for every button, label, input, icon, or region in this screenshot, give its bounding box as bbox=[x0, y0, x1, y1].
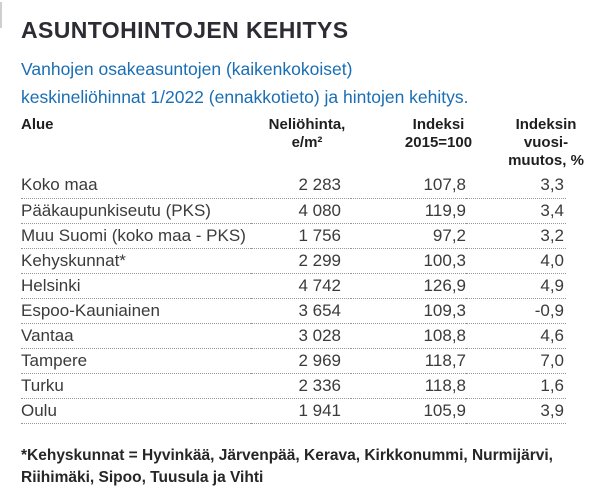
cell-price: 1 941 bbox=[251, 398, 351, 424]
cell-change: 1,6 bbox=[466, 373, 566, 399]
table-body: Koko maa 2 283 107,8 3,3 Pääkaupunkiseut… bbox=[21, 173, 566, 424]
cell-price: 3 654 bbox=[251, 298, 351, 324]
cell-area: Helsinki bbox=[21, 273, 251, 299]
table-row: Vantaa 3 028 108,8 4,6 bbox=[21, 323, 566, 349]
column-header-area: Alue bbox=[21, 116, 251, 173]
table-row: Espoo-Kauniainen 3 654 109,3 -0,9 bbox=[21, 298, 566, 324]
cell-price: 2 969 bbox=[251, 348, 351, 374]
cell-change: 4,9 bbox=[466, 273, 566, 299]
cell-price: 3 028 bbox=[251, 323, 351, 349]
cell-index: 107,8 bbox=[351, 173, 466, 199]
cell-price: 4 080 bbox=[251, 198, 351, 224]
cell-area: Muu Suomi (koko maa - PKS) bbox=[21, 223, 251, 249]
cell-change: 4,0 bbox=[466, 248, 566, 274]
cell-change: -0,9 bbox=[466, 298, 566, 324]
cell-price: 2 299 bbox=[251, 248, 351, 274]
table-row: Kehyskunnat* 2 299 100,3 4,0 bbox=[21, 248, 566, 274]
column-header-change-label: Indeksin vuosi- muutos, % bbox=[508, 116, 584, 169]
cell-change: 3,4 bbox=[466, 198, 566, 224]
table-row: Muu Suomi (koko maa - PKS) 1 756 97,2 3,… bbox=[21, 223, 566, 249]
table-row: Koko maa 2 283 107,8 3,3 bbox=[21, 173, 566, 199]
cell-change: 3,2 bbox=[466, 223, 566, 249]
cell-area: Oulu bbox=[21, 398, 251, 424]
table-row: Turku 2 336 118,8 1,6 bbox=[21, 373, 566, 399]
cell-change: 4,6 bbox=[466, 323, 566, 349]
cell-index: 119,9 bbox=[351, 198, 466, 224]
cell-price: 2 336 bbox=[251, 373, 351, 399]
cell-area: Espoo-Kauniainen bbox=[21, 298, 251, 324]
cell-price: 4 742 bbox=[251, 273, 351, 299]
cell-area: Vantaa bbox=[21, 323, 251, 349]
table-row: Oulu 1 941 105,9 3,9 bbox=[21, 398, 566, 424]
table-header: Alue Neliöhinta, e/m² Indeksi 2015=100 I… bbox=[21, 116, 584, 173]
cell-price: 1 756 bbox=[251, 223, 351, 249]
cell-price: 2 283 bbox=[251, 173, 351, 199]
column-header-change: Indeksin vuosi- muutos, % bbox=[466, 116, 584, 173]
page-subtitle: Vanhojen osakeasuntojen (kaikenkokoiset)… bbox=[21, 59, 469, 107]
column-header-index-label: Indeksi 2015=100 bbox=[404, 116, 473, 151]
cell-index: 100,3 bbox=[351, 248, 466, 274]
cell-index: 97,2 bbox=[351, 223, 466, 249]
column-header-price-label: Neliöhinta, e/m² bbox=[268, 116, 346, 151]
cell-area: Tampere bbox=[21, 348, 251, 374]
cell-area: Kehyskunnat* bbox=[21, 248, 251, 274]
table-header-row: Alue Neliöhinta, e/m² Indeksi 2015=100 I… bbox=[21, 116, 584, 173]
page-title: ASUNTOHINTOJEN KEHITYS bbox=[21, 17, 349, 43]
page-edge-mark bbox=[0, 2, 2, 28]
cell-area: Turku bbox=[21, 373, 251, 399]
cell-change: 7,0 bbox=[466, 348, 566, 374]
column-header-area-label: Alue bbox=[21, 116, 54, 133]
housing-price-table: Alue Neliöhinta, e/m² Indeksi 2015=100 I… bbox=[21, 116, 584, 424]
cell-index: 109,3 bbox=[351, 298, 466, 324]
cell-index: 108,8 bbox=[351, 323, 466, 349]
cell-index: 118,8 bbox=[351, 373, 466, 399]
cell-area: Koko maa bbox=[21, 173, 251, 199]
table-row: Pääkaupunkiseutu (PKS) 4 080 119,9 3,4 bbox=[21, 198, 566, 224]
column-header-index: Indeksi 2015=100 bbox=[351, 116, 472, 173]
cell-change: 3,3 bbox=[466, 173, 566, 199]
cell-index: 118,7 bbox=[351, 348, 466, 374]
cell-area: Pääkaupunkiseutu (PKS) bbox=[21, 198, 251, 224]
cell-change: 3,9 bbox=[466, 398, 566, 424]
table-row: Tampere 2 969 118,7 7,0 bbox=[21, 348, 566, 374]
column-header-price: Neliöhinta, e/m² bbox=[251, 116, 351, 173]
cell-index: 105,9 bbox=[351, 398, 466, 424]
kehyskunnat-footnote: *Kehyskunnat = Hyvinkää, Järvenpää, Kera… bbox=[21, 446, 553, 486]
table-row: Helsinki 4 742 126,9 4,9 bbox=[21, 273, 566, 299]
cell-index: 126,9 bbox=[351, 273, 466, 299]
